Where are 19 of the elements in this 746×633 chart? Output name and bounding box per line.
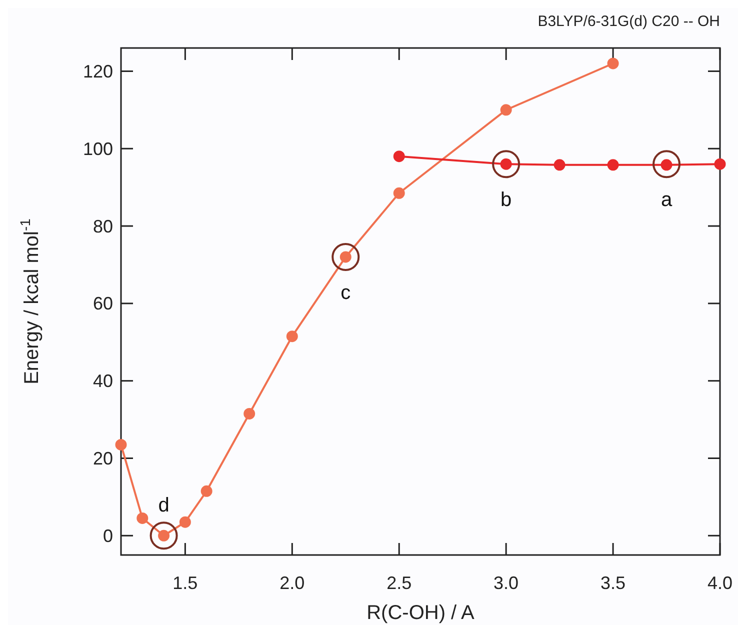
y-tick-label: 60 <box>92 294 113 314</box>
x-axis-title: R(C-OH) / A <box>366 602 476 624</box>
y-tick-label: 120 <box>82 62 113 82</box>
chart-title: B3LYP/6-31G(d) C20 -- OH <box>538 13 720 30</box>
annotation: a <box>660 189 673 212</box>
x-tick-label: 2.5 <box>386 573 412 593</box>
annotation: b <box>500 189 512 212</box>
x-tick-label: 4.0 <box>707 573 733 593</box>
x-tick-label: 3.0 <box>494 573 519 593</box>
y-tick-label: 80 <box>92 216 113 236</box>
x-tick-label: 3.5 <box>600 573 626 593</box>
x-tick-label: 1.5 <box>172 573 198 593</box>
y-tick-label: 0 <box>102 526 113 546</box>
y-tick-label: 100 <box>82 138 113 159</box>
annotation: d <box>158 494 170 517</box>
y-tick-label: 40 <box>92 371 113 392</box>
annotation: c <box>340 282 351 304</box>
x-tick-label: 2.0 <box>280 573 305 593</box>
y-tick-label: 20 <box>92 448 113 469</box>
